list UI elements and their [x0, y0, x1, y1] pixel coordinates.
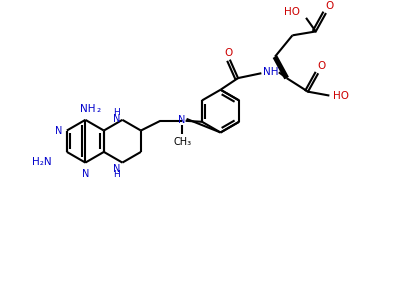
Text: HO: HO	[284, 7, 300, 17]
Text: N: N	[55, 125, 62, 136]
Text: O: O	[318, 61, 326, 71]
Text: N: N	[113, 114, 120, 124]
Text: CH₃: CH₃	[174, 137, 192, 147]
Text: N: N	[82, 169, 89, 179]
Text: O: O	[325, 1, 334, 11]
Text: O: O	[224, 48, 232, 58]
Text: ₂: ₂	[97, 104, 101, 114]
Text: H: H	[113, 170, 120, 179]
Text: H: H	[113, 108, 120, 117]
Text: N: N	[178, 115, 185, 125]
Text: N: N	[113, 164, 120, 174]
Text: NH: NH	[80, 104, 95, 114]
Text: HO: HO	[333, 91, 349, 100]
Text: H₂N: H₂N	[32, 157, 51, 166]
Text: NH: NH	[263, 67, 279, 77]
